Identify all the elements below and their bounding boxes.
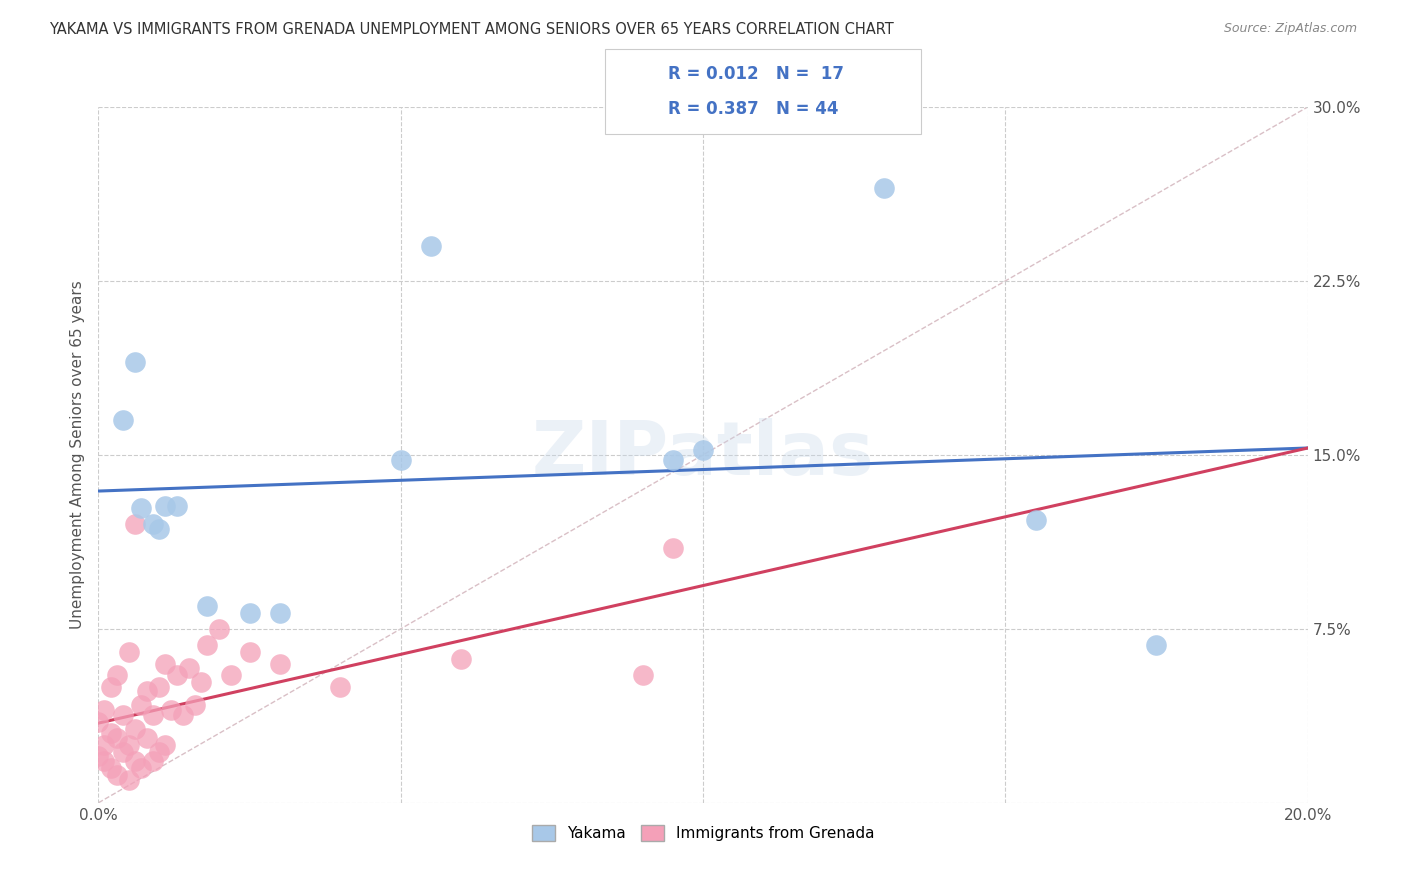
Point bbox=[269, 606, 291, 620]
Point bbox=[142, 754, 165, 768]
Point bbox=[179, 661, 201, 675]
Point bbox=[208, 622, 231, 636]
Point bbox=[166, 499, 188, 513]
Point bbox=[118, 772, 141, 787]
Point bbox=[153, 499, 176, 513]
Point bbox=[329, 680, 352, 694]
Point bbox=[631, 668, 654, 682]
Point bbox=[166, 668, 188, 682]
Point bbox=[692, 443, 714, 458]
Point bbox=[87, 714, 110, 729]
Point bbox=[124, 517, 146, 532]
Point bbox=[100, 680, 122, 694]
Point bbox=[135, 731, 157, 745]
Point bbox=[148, 680, 170, 694]
Point bbox=[93, 754, 115, 768]
Point bbox=[124, 754, 146, 768]
Point bbox=[111, 707, 134, 722]
Point bbox=[1024, 513, 1046, 527]
Point bbox=[195, 638, 218, 652]
Point bbox=[153, 657, 176, 671]
Point bbox=[129, 761, 152, 775]
Text: R = 0.387   N = 44: R = 0.387 N = 44 bbox=[668, 100, 838, 118]
Text: R = 0.012   N =  17: R = 0.012 N = 17 bbox=[668, 65, 844, 83]
Text: YAKAMA VS IMMIGRANTS FROM GRENADA UNEMPLOYMENT AMONG SENIORS OVER 65 YEARS CORRE: YAKAMA VS IMMIGRANTS FROM GRENADA UNEMPL… bbox=[49, 22, 894, 37]
Point bbox=[118, 645, 141, 659]
Point bbox=[450, 652, 472, 666]
Point bbox=[269, 657, 291, 671]
Point bbox=[195, 599, 218, 613]
Point bbox=[172, 707, 194, 722]
Point bbox=[184, 698, 207, 713]
Point bbox=[100, 726, 122, 740]
Point bbox=[100, 761, 122, 775]
Legend: Yakama, Immigrants from Grenada: Yakama, Immigrants from Grenada bbox=[526, 819, 880, 847]
Point bbox=[160, 703, 183, 717]
Point bbox=[239, 645, 262, 659]
Point bbox=[153, 738, 176, 752]
Point bbox=[661, 452, 683, 467]
Point bbox=[1144, 638, 1167, 652]
Y-axis label: Unemployment Among Seniors over 65 years: Unemployment Among Seniors over 65 years bbox=[70, 281, 86, 629]
Point bbox=[148, 522, 170, 536]
Point bbox=[105, 731, 128, 745]
Point bbox=[93, 703, 115, 717]
Point bbox=[661, 541, 683, 555]
Text: ZIPatlas: ZIPatlas bbox=[531, 418, 875, 491]
Point bbox=[129, 698, 152, 713]
Point bbox=[93, 738, 115, 752]
Point bbox=[129, 501, 152, 516]
Point bbox=[105, 768, 128, 782]
Point bbox=[135, 684, 157, 698]
Point bbox=[148, 745, 170, 759]
Point bbox=[142, 707, 165, 722]
Point bbox=[389, 452, 412, 467]
Point bbox=[420, 239, 443, 253]
Point bbox=[239, 606, 262, 620]
Point bbox=[873, 181, 896, 195]
Point bbox=[124, 355, 146, 369]
Point bbox=[87, 749, 110, 764]
Point bbox=[190, 675, 212, 690]
Point bbox=[105, 668, 128, 682]
Point bbox=[142, 517, 165, 532]
Point bbox=[221, 668, 243, 682]
Point bbox=[124, 722, 146, 736]
Text: Source: ZipAtlas.com: Source: ZipAtlas.com bbox=[1223, 22, 1357, 36]
Point bbox=[111, 745, 134, 759]
Point bbox=[111, 413, 134, 427]
Point bbox=[118, 738, 141, 752]
